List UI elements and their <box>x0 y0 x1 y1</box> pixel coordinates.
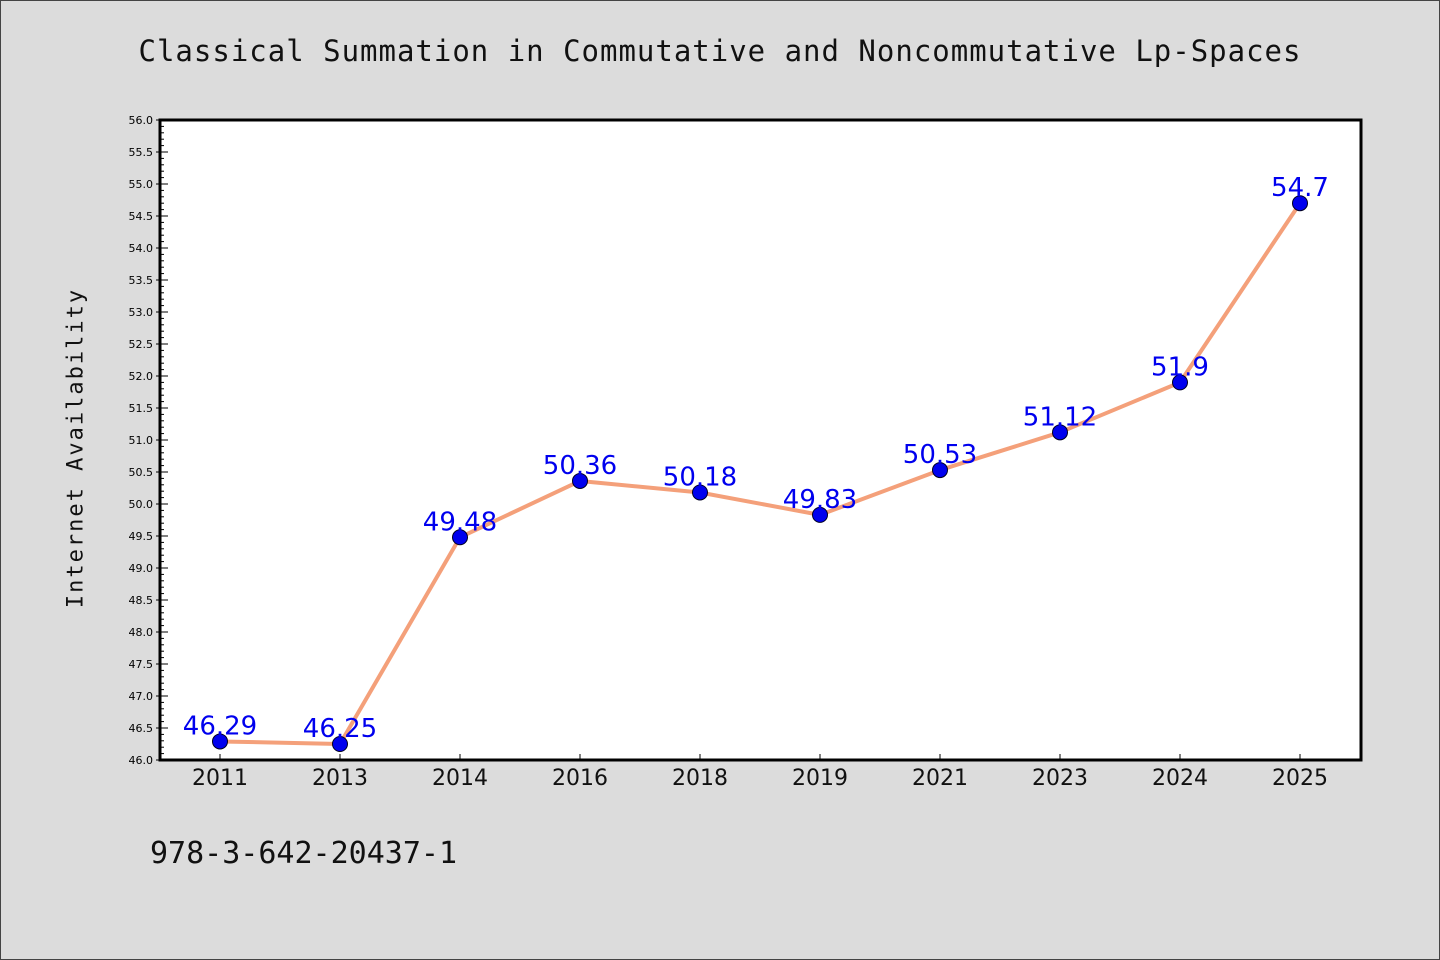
x-tick-label: 2019 <box>792 766 848 791</box>
x-tick-label: 2021 <box>912 766 968 791</box>
data-label: 49.48 <box>423 507 497 537</box>
x-tick-label: 2024 <box>1152 766 1208 791</box>
y-tick-label: 51.0 <box>129 434 154 447</box>
plot-border <box>158 118 1363 762</box>
y-tick-label: 47.5 <box>129 658 154 671</box>
data-label: 51.12 <box>1023 402 1097 432</box>
chart-title: Classical Summation in Commutative and N… <box>138 34 1302 68</box>
y-tick-label: 52.5 <box>129 338 154 351</box>
x-tick-label: 2011 <box>192 766 248 791</box>
plot-area <box>160 120 1361 760</box>
x-tick-label: 2013 <box>312 766 368 791</box>
y-tick-label: 54.0 <box>129 242 154 255</box>
data-point-marker <box>1172 374 1188 391</box>
isbn-text: 978-3-642-20437-1 <box>150 836 458 871</box>
y-tick-label: 46.5 <box>129 722 154 735</box>
y-tick-label: 50.0 <box>129 498 154 511</box>
data-label: 50.36 <box>543 451 617 481</box>
y-tick-label: 55.5 <box>129 146 154 159</box>
y-tick-label: 53.5 <box>129 274 154 287</box>
x-tick-label: 2018 <box>672 766 728 791</box>
y-tick-label: 49.0 <box>129 562 154 575</box>
y-tick-label: 52.0 <box>129 370 154 383</box>
y-tick-label: 48.0 <box>129 626 154 639</box>
y-tick-label: 48.5 <box>129 594 154 607</box>
data-label: 54.7 <box>1271 173 1329 203</box>
data-point-marker <box>1052 424 1068 441</box>
x-tick-label: 2025 <box>1272 766 1328 791</box>
data-point-marker <box>212 733 228 750</box>
data-point-marker <box>692 484 708 501</box>
data-label: 50.53 <box>903 440 977 470</box>
y-tick-label: 51.5 <box>129 402 154 415</box>
x-tick-label: 2014 <box>432 766 488 791</box>
y-tick-label: 47.0 <box>129 690 154 703</box>
y-tick-label: 49.5 <box>129 530 154 543</box>
y-tick-label: 56.0 <box>129 114 154 127</box>
x-tick-label: 2023 <box>1032 766 1088 791</box>
data-point-marker <box>812 506 828 523</box>
y-tick-label: 54.5 <box>129 210 154 223</box>
series-line <box>218 201 1302 746</box>
data-point-marker <box>572 472 588 489</box>
data-label: 46.25 <box>303 714 377 744</box>
data-point-marker <box>1292 195 1308 212</box>
x-tick-label: 2016 <box>552 766 608 791</box>
data-label: 46.29 <box>183 711 257 741</box>
data-point-marker <box>452 529 468 546</box>
data-label: 51.9 <box>1151 352 1209 382</box>
data-label: 49.83 <box>783 485 857 515</box>
data-point-marker <box>932 462 948 479</box>
data-point-marker <box>332 736 348 752</box>
y-tick-label: 46.0 <box>129 754 154 767</box>
y-tick-label: 53.0 <box>129 306 154 319</box>
y-tick-label: 50.5 <box>129 466 154 479</box>
data-label: 50.18 <box>663 462 737 492</box>
y-tick-label: 55.0 <box>129 178 154 191</box>
